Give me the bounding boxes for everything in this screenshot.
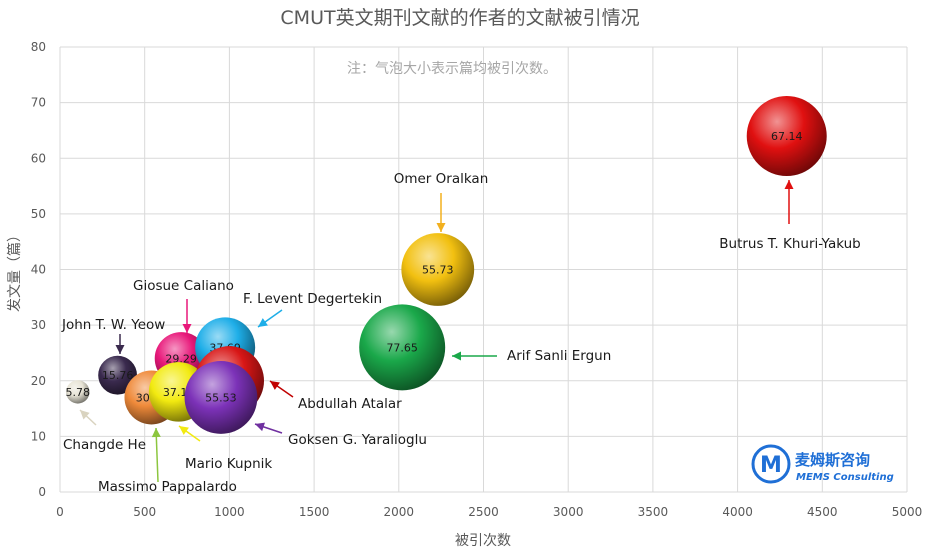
logo-mark-icon: M: [751, 444, 791, 484]
y-tick-label: 20: [31, 374, 46, 388]
annotation-arrowhead: [452, 351, 461, 361]
annotation-label: Changde He: [63, 437, 146, 453]
x-tick-label: 1000: [214, 505, 245, 519]
grid: [59, 46, 908, 493]
y-tick-label: 60: [31, 151, 46, 165]
annotation-arrowhead: [436, 223, 446, 232]
annotation-label: Mario Kupnik: [185, 456, 272, 472]
logo-text-cn: 麦姆斯咨询: [795, 451, 870, 469]
y-tick-label: 70: [31, 96, 46, 110]
x-axis-title: 被引次数: [455, 533, 511, 549]
logo-mark-letter: M: [760, 453, 782, 478]
x-tick-label: 4000: [722, 505, 753, 519]
x-tick-label: 2000: [384, 505, 415, 519]
bubble-point: [359, 304, 446, 391]
annotation-label: Giosue Caliano: [133, 278, 234, 294]
bubble-data-label: 55.53: [205, 391, 237, 404]
annotation-arrowhead: [179, 426, 189, 435]
annotations: Changde He John T. W. Yeow Giosue Caliano F…: [61, 171, 861, 495]
annotation-label: Abdullah Atalar: [298, 396, 402, 412]
annotation-arrowhead: [151, 428, 161, 438]
y-tick-label: 30: [31, 318, 46, 332]
y-axis-title: 发文量（篇）: [7, 228, 23, 312]
annotation-label: F. Levent Degertekin: [243, 291, 382, 307]
annotation-arrowhead: [784, 180, 794, 189]
annotation-label: Massimo Pappalardo: [98, 479, 237, 495]
y-tick-label: 40: [31, 263, 46, 277]
annotation-label: John T. W. Yeow: [61, 317, 165, 333]
x-tick-label: 2500: [468, 505, 499, 519]
x-tick-label: 1500: [299, 505, 330, 519]
x-tick-label: 4500: [807, 505, 838, 519]
annotation-arrowhead: [258, 318, 268, 327]
annotation-arrow: [155, 427, 159, 483]
bubbles: 5.7815.7655.7377.6567.1429.2937.6930.533…: [66, 96, 827, 434]
x-tick-label: 3500: [638, 505, 669, 519]
bubble-data-label: 5.78: [66, 386, 91, 399]
bubble-point: [184, 361, 258, 434]
x-tick-label: 0: [56, 505, 64, 519]
annotation-arrowhead: [80, 410, 90, 420]
bubble-point: [401, 233, 475, 306]
bubble-point: [66, 380, 90, 404]
x-tick-label: 3000: [553, 505, 584, 519]
y-tick-label: 10: [31, 429, 46, 443]
logo: M 麦姆斯咨询 MEMS Consulting: [751, 444, 894, 484]
chart-title: CMUT英文期刊文献的作者的文献被引情况: [280, 7, 639, 29]
logo-text-en: MEMS Consulting: [796, 472, 894, 483]
bubble-data-label: 55.73: [422, 264, 454, 277]
annotation-arrowhead: [270, 381, 280, 390]
y-tick-label: 80: [31, 40, 46, 54]
bubble-point: [746, 96, 827, 176]
y-tick-label: 50: [31, 207, 46, 221]
annotation-arrowhead: [115, 345, 125, 354]
bubble-point: [98, 355, 137, 395]
bubble-data-label: 29.29: [165, 353, 197, 366]
chart-note: 注：气泡大小表示篇均被引次数。: [347, 61, 557, 77]
annotation-arrowhead: [182, 324, 192, 333]
x-tick-label: 500: [133, 505, 156, 519]
annotation-label: Arif Sanli Ergun: [507, 348, 611, 364]
annotation-label: Omer Oralkan: [394, 171, 489, 187]
annotation-label: Butrus T. Khuri-Yakub: [719, 236, 861, 252]
y-tick-label: 0: [38, 485, 46, 499]
y-axis-ticks: 0 10 20 30 40 50 60 70 80: [31, 40, 46, 499]
annotation-label: Goksen G. Yaralioglu: [288, 432, 427, 448]
bubble-data-label: 77.65: [386, 341, 418, 354]
x-tick-label: 5000: [892, 505, 923, 519]
x-axis-ticks: 0 500 1000 1500 2000 2500 3000 3500 4000 4500 5000: [56, 505, 922, 519]
bubble-data-label: 15.76: [102, 369, 134, 382]
annotation-arrowhead: [255, 422, 265, 432]
bubble-data-label: 67.14: [771, 130, 803, 143]
